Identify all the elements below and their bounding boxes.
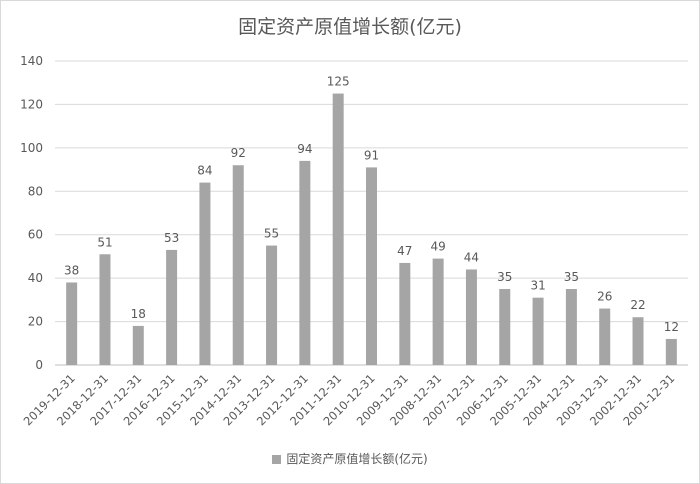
x-axis-ticks: 2019-12-312018-12-312017-12-312016-12-31… [21,371,678,428]
data-label: 55 [264,227,279,241]
bar [232,165,244,365]
y-tick-label: 100 [20,141,43,155]
data-label: 94 [297,142,312,156]
y-tick-label: 20 [28,315,43,329]
bar [66,282,78,365]
bar [565,289,577,365]
data-label: 31 [530,279,545,293]
y-tick-label: 120 [20,97,43,111]
bar [499,289,511,365]
data-label: 49 [430,240,445,254]
y-tick-label: 0 [35,358,43,372]
bar [332,93,344,366]
legend-label: 固定资产原值增长额(亿元) [286,452,428,466]
y-tick-label: 60 [28,228,43,242]
data-label: 84 [197,164,212,178]
data-labels: 38 51 18 53 84 92 55 94 125 91 47 49 44 35 31 35 26 22 12 [64,75,679,334]
data-label: 26 [597,290,612,304]
data-label: 47 [397,244,412,258]
data-label: 91 [364,148,379,162]
y-tick-label: 140 [20,54,43,68]
bar [465,269,477,365]
legend-swatch [272,455,282,464]
data-label: 35 [564,270,579,284]
data-label: 38 [64,263,79,277]
bar [432,258,444,365]
data-label: 51 [97,235,112,249]
bar [266,245,278,365]
bar [632,317,644,365]
bar [599,308,611,365]
y-tick-label: 80 [28,184,43,198]
bar [366,167,377,365]
bar [665,338,677,365]
y-axis-ticks: 0 20 40 60 80 100 120 140 [20,54,43,372]
bar [132,325,144,365]
data-label: 44 [464,250,479,264]
bar [99,254,111,365]
y-tick-label: 40 [28,271,43,285]
chart-title: 固定资产原值增长额(亿元) [238,16,462,38]
bar [199,182,211,365]
bar [532,297,544,365]
bar [166,249,178,365]
data-label: 22 [630,298,645,312]
data-label: 35 [497,270,512,284]
data-label: 12 [664,320,679,334]
data-label: 92 [231,146,246,160]
bar [299,160,311,365]
bars [66,93,677,366]
data-label: 53 [164,231,179,245]
bar [399,262,411,365]
data-label: 18 [131,307,146,321]
data-label: 125 [327,75,350,89]
legend: 固定资产原值增长额(亿元) [0,450,700,467]
